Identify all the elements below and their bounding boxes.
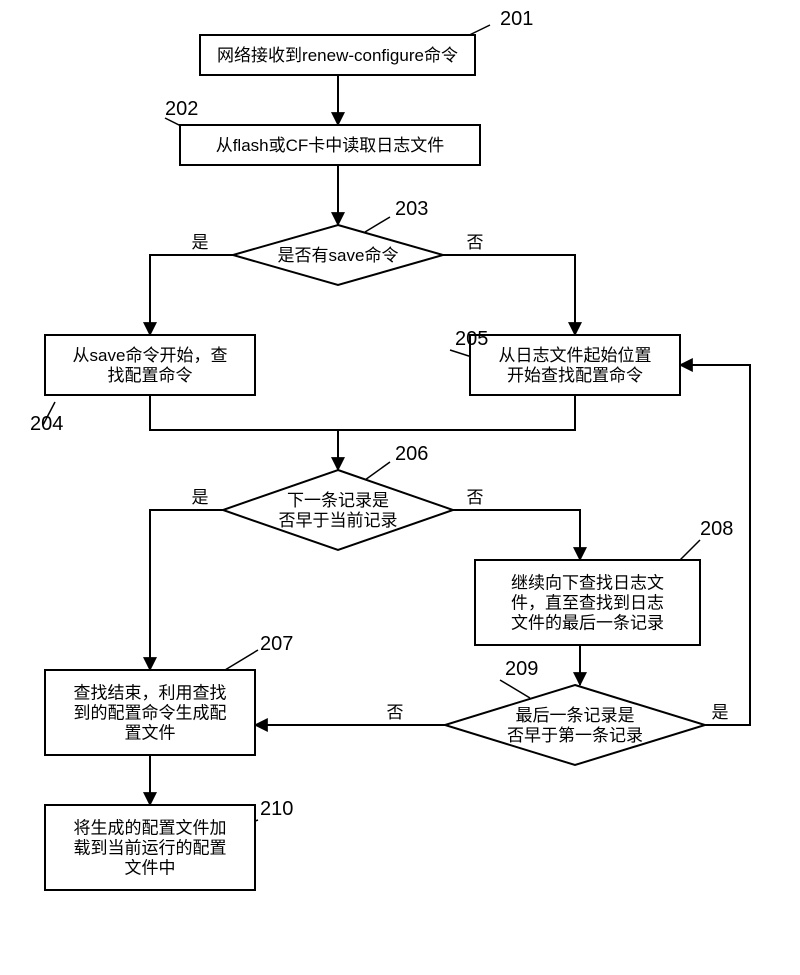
svg-text:是: 是 (192, 488, 209, 507)
n207-text: 到的配置命令生成配 (74, 704, 227, 723)
n204-text: 从save命令开始，查 (73, 346, 228, 365)
n209-text: 否早于第一条记录 (507, 726, 643, 745)
n209-label: 209 (505, 658, 538, 680)
svg-text:是: 是 (192, 233, 209, 252)
n210-text: 将生成的配置文件加 (74, 819, 227, 838)
n205-box (470, 335, 680, 395)
n202-label: 202 (165, 98, 198, 120)
n205-text: 从日志文件起始位置 (499, 346, 652, 365)
n205-label: 205 (455, 328, 488, 350)
n201-label: 201 (500, 8, 533, 30)
n204-box (45, 335, 255, 395)
svg-text:否: 否 (467, 233, 484, 252)
svg-text:否: 否 (387, 703, 404, 722)
n203-text: 是否有save命令 (278, 246, 399, 265)
n201-text: 网络接收到renew-configure命令 (217, 46, 458, 65)
n204-label: 204 (30, 413, 63, 435)
n209-text: 最后一条记录是 (516, 706, 635, 725)
n208-text: 文件的最后一条记录 (511, 614, 664, 633)
svg-text:否: 否 (467, 488, 484, 507)
n208-text: 件，直至查找到日志 (511, 594, 664, 613)
n210-text: 载到当前运行的配置 (74, 839, 227, 858)
n208-text: 继续向下查找日志文 (511, 574, 664, 593)
n210-text: 文件中 (125, 859, 176, 878)
n202-text: 从flash或CF卡中读取日志文件 (216, 136, 445, 155)
n206-text: 否早于当前记录 (279, 511, 398, 530)
n203-label: 203 (395, 198, 428, 220)
n207-label: 207 (260, 633, 293, 655)
n206-diamond (223, 470, 453, 550)
n207-text: 查找结束，利用查找 (74, 684, 227, 703)
n207-text: 置文件 (125, 724, 176, 743)
n205-text: 开始查找配置命令 (507, 366, 643, 385)
n206-text: 下一条记录是 (287, 491, 389, 510)
n209-diamond (445, 685, 705, 765)
n204-text: 找配置命令 (108, 366, 193, 385)
n210-label: 210 (260, 798, 293, 820)
n208-label: 208 (700, 518, 733, 540)
flowchart-diagram: 是否是否否是网络接收到renew-configure命令201从flash或CF… (0, 0, 800, 975)
n206-label: 206 (395, 443, 428, 465)
svg-text:是: 是 (712, 703, 729, 722)
